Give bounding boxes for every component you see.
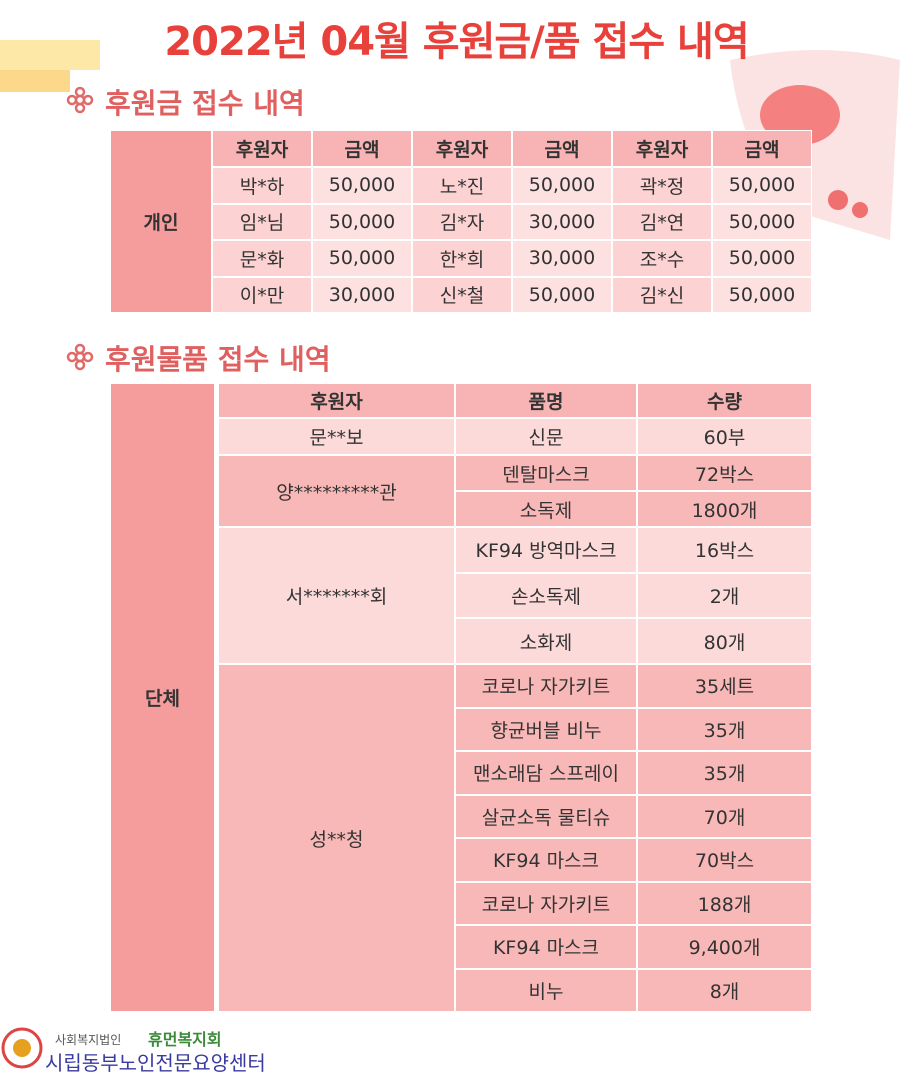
- org-prefix: 사회복지법인: [55, 1032, 122, 1047]
- table-cell: 신*철: [412, 276, 512, 313]
- qty-cell: 70개: [637, 794, 812, 838]
- header-cell: 금액: [312, 130, 412, 167]
- table-cell: 50,000: [712, 276, 812, 313]
- header-cell: 수량: [637, 383, 812, 418]
- item-cell: 소화제: [455, 618, 637, 664]
- item-cell: 코로나 자가키트: [455, 664, 637, 708]
- table-cell: 30,000: [512, 240, 612, 277]
- table-cell: 김*자: [412, 203, 512, 240]
- table-cell: 임*님: [212, 203, 312, 240]
- donor-cell: 양*********관: [218, 455, 455, 527]
- table-cell: 김*연: [612, 203, 712, 240]
- org-name: 휴먼복지회: [148, 1030, 222, 1049]
- donor-cell: 문**보: [218, 418, 455, 455]
- table-cell: 문*화: [212, 240, 312, 277]
- header-cell: 금액: [512, 130, 612, 167]
- qty-cell: 16박스: [637, 527, 812, 573]
- qty-cell: 35세트: [637, 664, 812, 708]
- table-cell: 50,000: [312, 167, 412, 204]
- deco-heart: [828, 190, 848, 210]
- deco-heart: [852, 202, 868, 218]
- table-cell: 50,000: [312, 203, 412, 240]
- item-cell: 코로나 자가키트: [455, 881, 637, 925]
- item-cell: 향균버블 비누: [455, 707, 637, 751]
- table-cell: 50,000: [312, 240, 412, 277]
- title: 2022년 04월 후원금/품 접수 내역: [164, 19, 749, 65]
- donor-cell: 성**청: [218, 664, 455, 1012]
- deco-bar: [0, 70, 70, 92]
- qty-cell: 72박스: [637, 455, 812, 491]
- table-cell: 50,000: [712, 203, 812, 240]
- table-cell: 50,000: [512, 276, 612, 313]
- item-cell: KF94 마스크: [455, 838, 637, 882]
- header-cell: 품명: [455, 383, 637, 418]
- item-cell: KF94 방역마스크: [455, 527, 637, 573]
- table-cell: 박*하: [212, 167, 312, 204]
- table-cell: 이*만: [212, 276, 312, 313]
- qty-cell: 70박스: [637, 838, 812, 882]
- group-cell: 개인: [110, 130, 212, 313]
- item-cell: 소독제: [455, 491, 637, 527]
- donor-cell: 서*******회: [218, 527, 455, 664]
- qty-cell: 9,400개: [637, 925, 812, 969]
- header-cell: 후원자: [212, 130, 312, 167]
- header-cell: 후원자: [612, 130, 712, 167]
- table-cell: 50,000: [712, 167, 812, 204]
- qty-cell: 188개: [637, 881, 812, 925]
- table-cell: 김*신: [612, 276, 712, 313]
- table-cell: 50,000: [712, 240, 812, 277]
- group-cell: 단체: [110, 383, 215, 1012]
- qty-cell: 1800개: [637, 491, 812, 527]
- header-cell: 금액: [712, 130, 812, 167]
- item-cell: KF94 마스크: [455, 925, 637, 969]
- table-cell: 30,000: [312, 276, 412, 313]
- qty-cell: 8개: [637, 968, 812, 1012]
- qty-cell: 80개: [637, 618, 812, 664]
- item-cell: 비누: [455, 968, 637, 1012]
- item-cell: 신문: [455, 418, 637, 455]
- section-heading: 후원금 접수 내역: [105, 87, 305, 120]
- item-cell: 살균소독 물티슈: [455, 794, 637, 838]
- table-cell: 50,000: [512, 167, 612, 204]
- table-cell: 조*수: [612, 240, 712, 277]
- header-cell: 후원자: [412, 130, 512, 167]
- table-cell: 노*진: [412, 167, 512, 204]
- bullet-flower: [66, 86, 94, 371]
- center-name: 시립동부노인전문요양센터: [45, 1050, 266, 1075]
- logo: [13, 1039, 31, 1057]
- qty-cell: 60부: [637, 418, 812, 455]
- qty-cell: 35개: [637, 751, 812, 795]
- table-cell: 30,000: [512, 203, 612, 240]
- item-cell: 맨소래담 스프레이: [455, 751, 637, 795]
- item-cell: 덴탈마스크: [455, 455, 637, 491]
- item-cell: 손소독제: [455, 572, 637, 619]
- table-cell: 곽*정: [612, 167, 712, 204]
- deco-bar: [0, 40, 100, 70]
- section-heading: 후원물품 접수 내역: [105, 343, 331, 376]
- qty-cell: 35개: [637, 707, 812, 751]
- qty-cell: 2개: [637, 572, 812, 619]
- header-cell: 후원자: [218, 383, 455, 418]
- table-cell: 한*희: [412, 240, 512, 277]
